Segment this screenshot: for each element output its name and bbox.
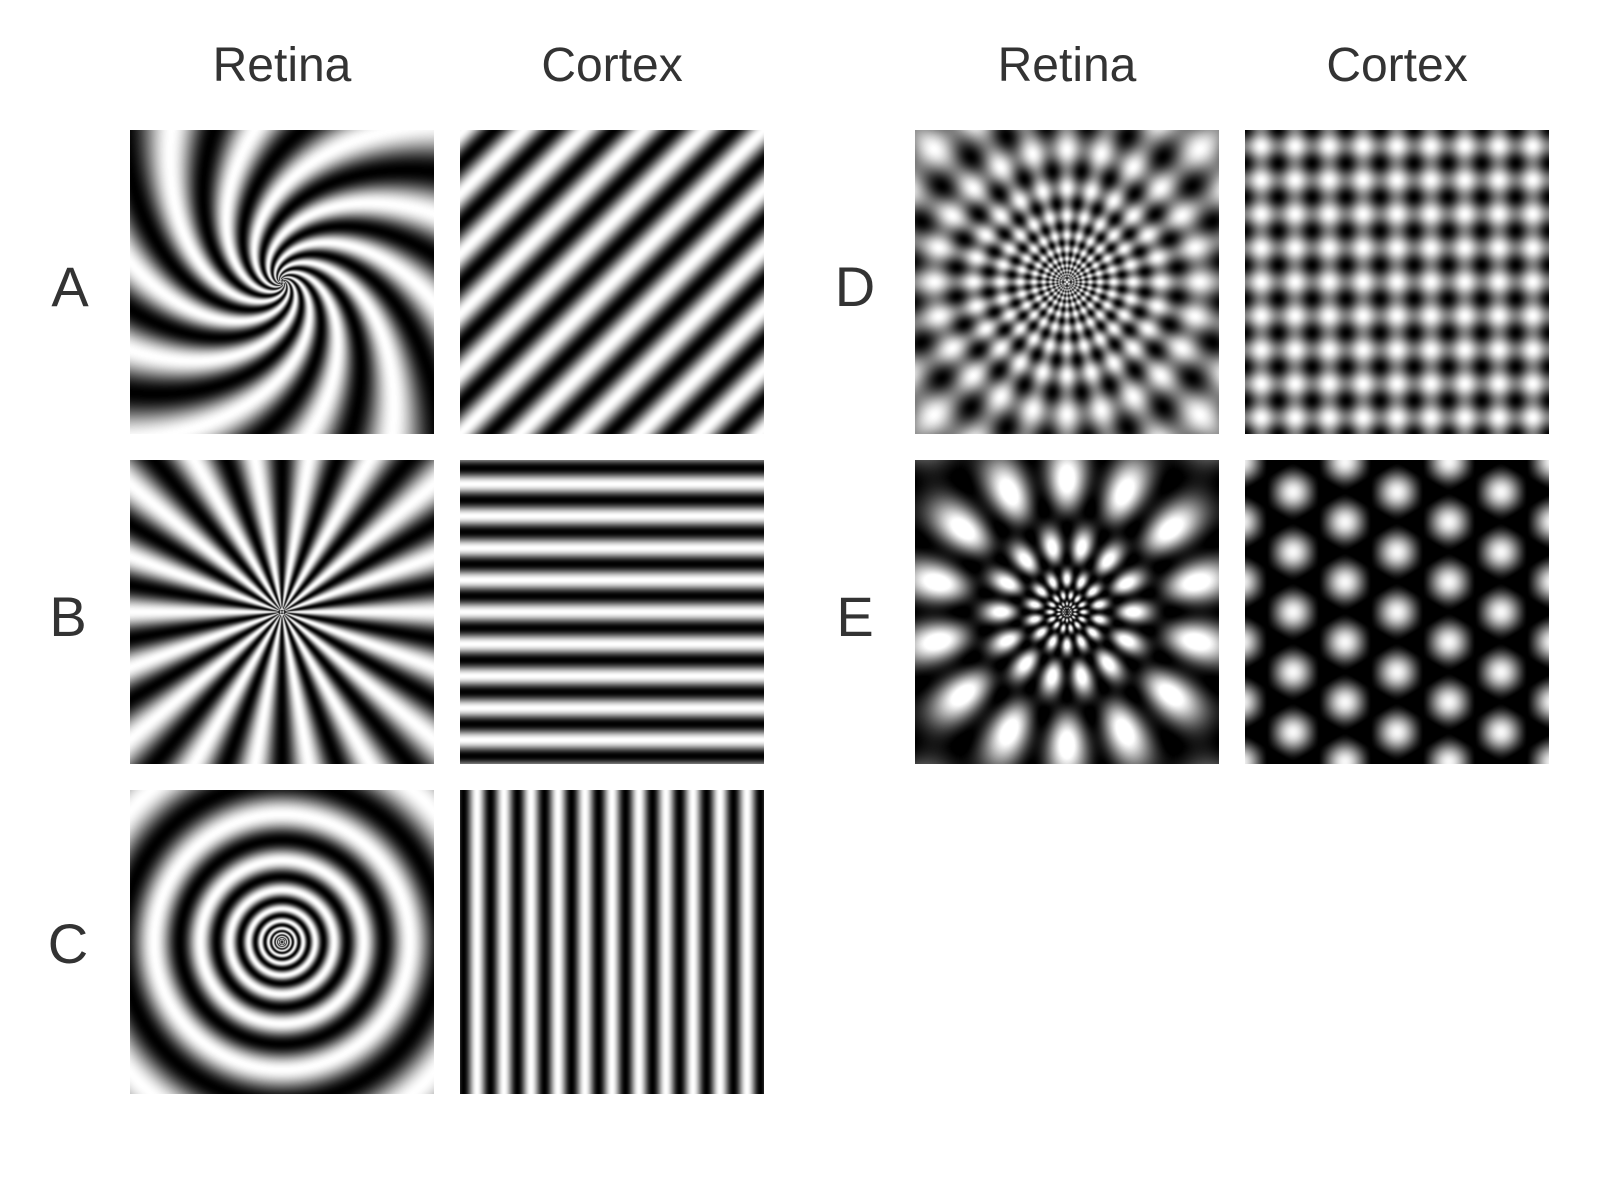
row-label-c: C: [47, 912, 89, 975]
header-cortex-left: Cortex: [541, 39, 683, 92]
header-retina-right: Retina: [997, 39, 1137, 92]
panel-b-cortex: [460, 460, 764, 764]
checkerboard-pattern: [1245, 130, 1549, 434]
vertical-stripes-pattern: [460, 790, 764, 1094]
panel-d-cortex: [1245, 130, 1549, 434]
horizontal-stripes-pattern: [460, 460, 764, 764]
panel-e-retina: [915, 460, 1219, 764]
log-polar-checkerboard-pattern: [915, 130, 1219, 434]
panel-a-retina: [130, 130, 434, 434]
panel-a-cortex: [460, 130, 764, 434]
diagonal-stripes-pattern: [460, 130, 764, 434]
concentric-rings-pattern: [130, 790, 434, 1094]
row-label-b: B: [49, 585, 87, 648]
panel-b-retina: [130, 460, 434, 764]
panel-c-retina: [130, 790, 434, 1094]
row-label-d: D: [834, 255, 876, 318]
panel-d-retina: [915, 130, 1219, 434]
log-spiral-pattern: [130, 130, 434, 434]
row-label-a: A: [51, 255, 89, 318]
panel-c-cortex: [460, 790, 764, 1094]
header-retina-left: Retina: [212, 39, 352, 92]
panel-e-cortex: [1245, 460, 1549, 764]
header-cortex-right: Cortex: [1326, 39, 1468, 92]
radial-rays-pattern: [130, 460, 434, 764]
log-polar-spots-pattern: [915, 460, 1219, 764]
row-label-e: E: [836, 585, 874, 648]
hexagonal-spots-pattern: [1245, 460, 1549, 764]
